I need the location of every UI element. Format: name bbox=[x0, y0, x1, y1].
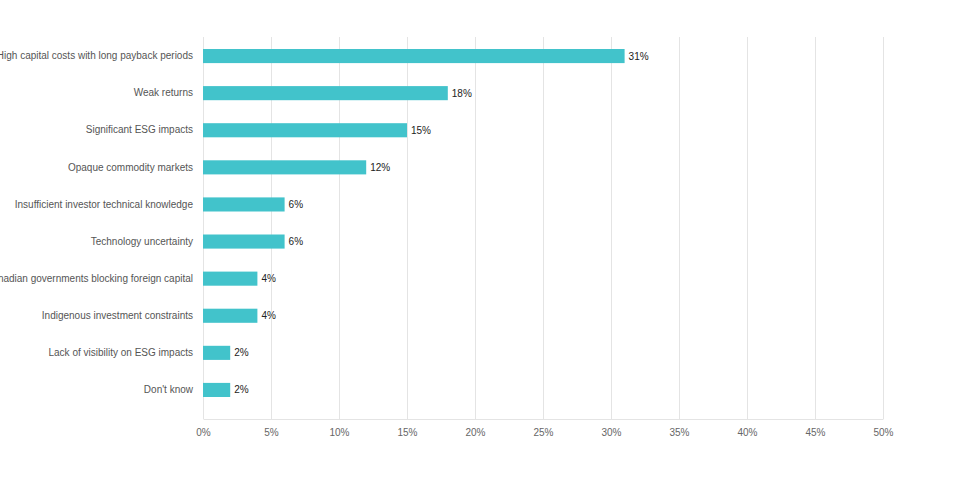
x-tick-label: 35% bbox=[669, 427, 689, 438]
grid-line bbox=[883, 37, 884, 419]
y-tick: Indigenous investment constraints bbox=[42, 310, 203, 321]
data-label: 31% bbox=[629, 51, 649, 62]
grid-line bbox=[611, 37, 612, 419]
x-tick: 25% bbox=[533, 37, 553, 438]
bar bbox=[203, 197, 285, 211]
y-tick-label: High capital costs with long payback per… bbox=[0, 50, 193, 61]
x-tick-label: 0% bbox=[196, 427, 211, 438]
y-tick: Don't know bbox=[144, 384, 203, 395]
bar bbox=[203, 346, 230, 360]
x-tick-label: 50% bbox=[873, 427, 893, 438]
bar bbox=[203, 309, 257, 323]
y-tick-label: Weak returns bbox=[134, 87, 193, 98]
y-tick-label: Opaque commodity markets bbox=[68, 162, 193, 173]
x-tick-label: 40% bbox=[737, 427, 757, 438]
x-axis: 0% 5% 10% 15% 20% 25% 30% 35% 40% 45% 50% bbox=[196, 37, 893, 438]
x-tick-label: 30% bbox=[601, 427, 621, 438]
y-tick: Weak returns bbox=[134, 87, 203, 98]
y-tick-label: Technology uncertainty bbox=[91, 236, 193, 247]
y-tick: High capital costs with long payback per… bbox=[0, 50, 203, 61]
x-tick-label: 25% bbox=[533, 427, 553, 438]
y-tick: Lack of visibility on ESG impacts bbox=[49, 347, 204, 358]
y-tick: Opaque commodity markets bbox=[68, 162, 203, 173]
data-label: 2% bbox=[234, 384, 249, 395]
x-tick: 45% bbox=[805, 37, 825, 438]
x-tick-label: 15% bbox=[397, 427, 417, 438]
chart: 0% 5% 10% 15% 20% 25% 30% 35% 40% 45% 50% High capi… bbox=[0, 0, 960, 504]
x-tick: 35% bbox=[669, 37, 689, 438]
data-label: 12% bbox=[370, 162, 390, 173]
y-tick: Technology uncertainty bbox=[91, 236, 203, 247]
y-tick-label: Don't know bbox=[144, 384, 194, 395]
bar bbox=[203, 123, 407, 137]
grid-line bbox=[679, 37, 680, 419]
y-tick: Canadian governments blocking foreign ca… bbox=[0, 273, 203, 284]
data-label: 2% bbox=[234, 347, 249, 358]
data-label: 4% bbox=[261, 273, 276, 284]
grid-line bbox=[543, 37, 544, 419]
data-label: 4% bbox=[261, 310, 276, 321]
data-label: 6% bbox=[289, 236, 304, 247]
y-tick-label: Canadian governments blocking foreign ca… bbox=[0, 273, 193, 284]
x-tick: 30% bbox=[601, 37, 621, 438]
y-tick-label: Insufficient investor technical knowledg… bbox=[15, 199, 194, 210]
bar bbox=[203, 272, 257, 286]
x-tick-label: 5% bbox=[264, 427, 279, 438]
grid-line bbox=[475, 37, 476, 419]
data-labels: 31% 18% 15% 12% 6% 6% 4% 4% 2% 2% bbox=[234, 51, 649, 396]
grid-line bbox=[747, 37, 748, 419]
y-tick-label: Indigenous investment constraints bbox=[42, 310, 193, 321]
data-label: 18% bbox=[452, 88, 472, 99]
bar bbox=[203, 49, 625, 63]
x-tick: 50% bbox=[873, 37, 893, 438]
data-label: 15% bbox=[411, 125, 431, 136]
x-tick-label: 20% bbox=[465, 427, 485, 438]
bar bbox=[203, 235, 285, 249]
data-label: 6% bbox=[289, 199, 304, 210]
y-tick-label: Significant ESG impacts bbox=[86, 124, 193, 135]
x-axis-line bbox=[204, 419, 884, 420]
y-tick: Significant ESG impacts bbox=[86, 124, 203, 135]
x-tick-label: 45% bbox=[805, 427, 825, 438]
bar bbox=[203, 160, 366, 174]
bar bbox=[203, 86, 448, 100]
x-tick: 40% bbox=[737, 37, 757, 438]
grid-line bbox=[815, 37, 816, 419]
bars bbox=[203, 49, 625, 397]
x-tick-label: 10% bbox=[329, 427, 349, 438]
y-axis: High capital costs with long payback per… bbox=[0, 38, 204, 409]
y-tick: Insufficient investor technical knowledg… bbox=[15, 199, 203, 210]
y-tick-label: Lack of visibility on ESG impacts bbox=[49, 347, 194, 358]
bar bbox=[203, 383, 230, 397]
